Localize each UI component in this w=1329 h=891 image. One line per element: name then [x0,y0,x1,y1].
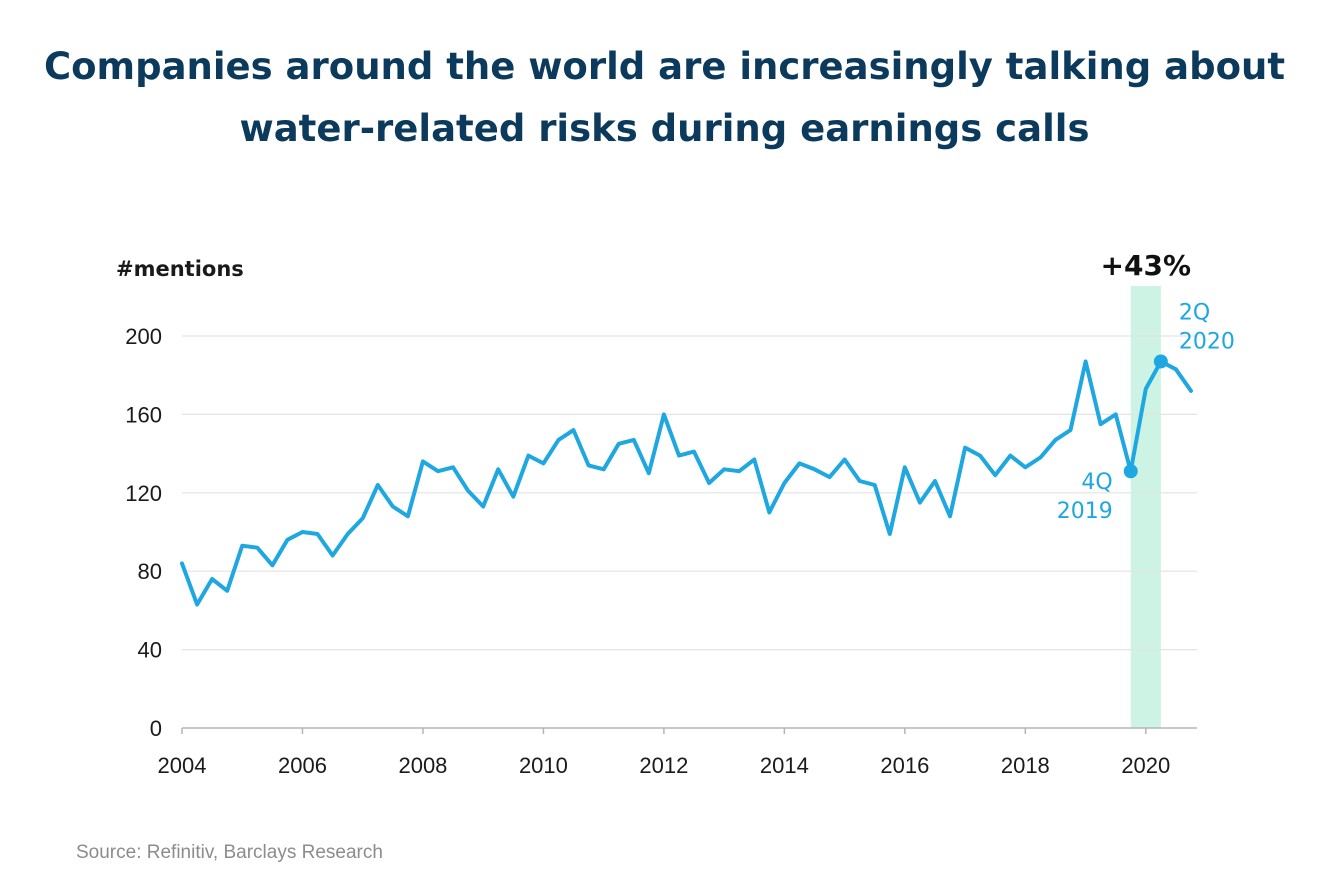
x-tick-2004: 2004 [158,753,207,778]
highlight-label: +43% [1101,249,1191,282]
annotation-marker-0 [1123,464,1138,479]
annotations: 4Q 2019 2Q 2020 [1057,300,1235,524]
y-tick-200: 200 [125,324,162,349]
chart-title-line-2: water-related risks during earnings call… [239,107,1090,150]
annotation-label-1-line2: 2020 [1179,329,1235,354]
x-tick-2010: 2010 [519,753,568,778]
x-tick-2014: 2014 [760,753,809,778]
annotation-label-1-line1: 2Q [1179,300,1210,325]
annotation-marker-1 [1153,354,1168,369]
y-tick-120: 120 [125,481,162,506]
x-tick-2008: 2008 [398,753,447,778]
y-tick-labels: 0 40 80 120 160 200 [125,324,162,741]
chart-title-line-1: Companies around the world are increasin… [43,45,1286,88]
chart-title: Companies around the world are increasin… [0,36,1329,160]
gridlines [182,335,1197,729]
y-tick-40: 40 [138,638,162,663]
series-line [180,359,1193,607]
x-tick-2006: 2006 [278,753,327,778]
x-tick-2020: 2020 [1121,753,1170,778]
y-tick-80: 80 [138,559,162,584]
annotation-label-0-line2: 2019 [1057,499,1113,524]
y-tick-0: 0 [150,716,162,741]
x-tick-2012: 2012 [639,753,688,778]
highlight-band [1130,286,1161,728]
y-tick-160: 160 [125,402,162,427]
source-note: Source: Refinitiv, Barclays Research [76,842,383,863]
y-axis-label: #mentions [116,257,244,281]
x-tick-labels: 2004 2006 2008 2010 2012 2014 2016 2018 2020 [158,728,1170,778]
data-points [180,359,1193,606]
x-tick-2016: 2016 [880,753,929,778]
annotation-label-0-line1: 4Q [1081,470,1112,495]
x-tick-2018: 2018 [1001,753,1050,778]
